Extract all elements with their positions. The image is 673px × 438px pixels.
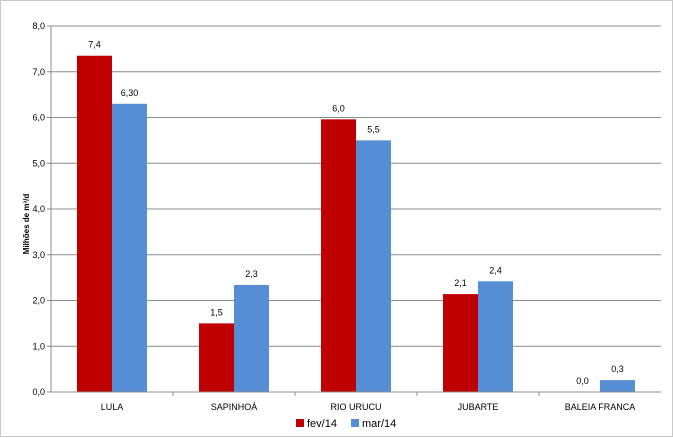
data-label: 6,0 [332, 103, 345, 113]
legend-swatch [296, 419, 304, 427]
bars [77, 55, 635, 393]
category-label: LULA [101, 402, 124, 412]
legend-label: fev/14 [307, 418, 337, 430]
data-label: 7,4 [88, 40, 101, 50]
data-label: 0,0 [576, 376, 589, 386]
y-tick-label: 6,0 [32, 113, 45, 123]
y-tick-label: 0,0 [32, 387, 45, 397]
category-label: RIO URUCU [331, 402, 382, 412]
y-axis-label: Milhões de m³/d [22, 194, 31, 255]
category-label: SAPINHOÁ [211, 402, 258, 412]
bar [321, 119, 356, 392]
y-tick-label: 1,0 [32, 341, 45, 351]
y-tick-label: 7,0 [32, 67, 45, 77]
bar [443, 294, 478, 392]
y-tick-label: 3,0 [32, 250, 45, 260]
bar [199, 323, 234, 392]
data-label: 2,1 [454, 278, 467, 288]
bar [356, 140, 391, 392]
data-label: 0,3 [611, 364, 624, 374]
y-tick-label: 5,0 [32, 158, 45, 168]
legend-label: mar/14 [362, 418, 396, 430]
y-tick-label: 2,0 [32, 296, 45, 306]
data-labels: 7,4 6,30 1,5 2,3 6,0 5,5 2,1 2,4 0,0 0,3 [88, 40, 624, 386]
data-label: 6,30 [121, 88, 139, 98]
category-labels: LULA SAPINHOÁ RIO URUCU JUBARTE BALEIA FRANC… [101, 392, 636, 412]
data-label: 2,4 [489, 265, 502, 275]
y-tick-label: 8,0 [32, 21, 45, 31]
bar [77, 55, 112, 393]
data-label: 1,5 [210, 307, 223, 317]
bar [112, 103, 147, 393]
data-label: 5,5 [367, 124, 380, 134]
legend-swatch [351, 419, 359, 427]
legend: fev/14 mar/14 [296, 418, 396, 430]
y-tick-label: 4,0 [32, 204, 45, 214]
y-tick-labels: 0,0 1,0 2,0 3,0 4,0 5,0 6,0 7,0 8,0 [32, 21, 45, 397]
bar [478, 281, 513, 392]
bar [234, 284, 269, 392]
category-label: BALEIA FRANCA [565, 402, 636, 412]
data-label: 2,3 [245, 269, 258, 279]
category-label: JUBARTE [458, 402, 499, 412]
bar [600, 380, 635, 392]
